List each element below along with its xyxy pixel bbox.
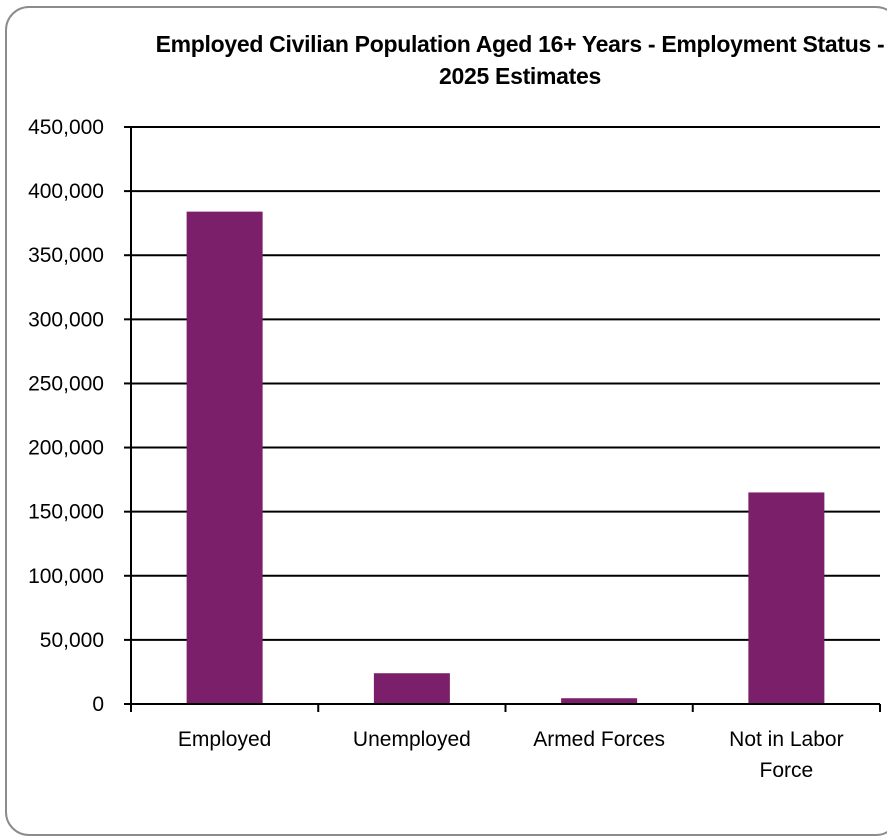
y-tick-label: 50,000 — [40, 629, 104, 652]
x-category-labels: Employed Unemployed Armed Forces Not in Lab… — [178, 728, 844, 782]
y-tick-label: 400,000 — [28, 180, 104, 203]
chart-title: Employed Civilian Population Aged 16+ Ye… — [155, 31, 885, 89]
y-tick-label: 450,000 — [28, 116, 104, 139]
bar-employed — [186, 211, 263, 705]
bars — [186, 211, 825, 705]
bar-unemployed — [373, 673, 450, 704]
y-tick-label: 0 — [92, 693, 104, 716]
y-tick-label: 100,000 — [28, 565, 104, 588]
y-tick-labels: 0 50,000 100,000 150,000 200,000 250,000 300,0… — [28, 116, 104, 716]
x-category-label: Not in Labor Force — [729, 728, 843, 782]
y-tick-label: 350,000 — [28, 244, 104, 267]
x-category-label: Armed Forces — [533, 728, 665, 751]
y-tick-label: 250,000 — [28, 372, 104, 395]
y-tick-label: 150,000 — [28, 501, 104, 524]
axes — [124, 126, 881, 712]
x-category-label: Employed — [178, 728, 271, 751]
bar-armed-forces — [561, 698, 638, 704]
y-tick-label: 300,000 — [28, 308, 104, 331]
bar-not-in-labor-force — [748, 492, 825, 704]
x-category-label: Unemployed — [353, 728, 471, 751]
y-tick-label: 200,000 — [28, 437, 104, 460]
